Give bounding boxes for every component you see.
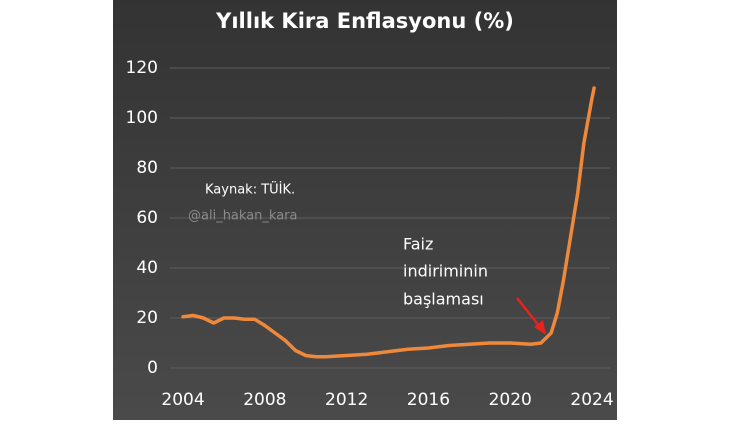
- y-tick-label: 0: [147, 358, 158, 378]
- y-tick-label: 100: [126, 108, 158, 128]
- x-tick-label: 2024: [570, 390, 613, 410]
- x-tick-label: 2020: [489, 390, 532, 410]
- chart-background: [113, 0, 617, 420]
- watermark: @ali_hakan_kara: [188, 209, 297, 224]
- y-tick-label: 40: [136, 258, 158, 278]
- annotation: başlaması: [403, 290, 484, 309]
- chart-title: Yıllık Kira Enflasyonu (%): [215, 9, 514, 33]
- source-note: Kaynak: TÜİK.: [205, 181, 295, 198]
- y-tick-label: 60: [136, 208, 158, 228]
- x-tick-label: 2012: [325, 390, 368, 410]
- y-tick-label: 20: [136, 308, 158, 328]
- y-tick-label: 80: [136, 158, 158, 178]
- x-tick-label: 2016: [407, 390, 450, 410]
- arrow: [516, 297, 546, 335]
- y-tick-label: 120: [126, 58, 158, 78]
- x-tick-label: 2004: [161, 390, 204, 410]
- annotation: Faiz: [403, 235, 433, 254]
- annotation: indiriminin: [403, 262, 488, 281]
- x-tick-label: 2008: [243, 390, 286, 410]
- data-line: [181, 86, 596, 359]
